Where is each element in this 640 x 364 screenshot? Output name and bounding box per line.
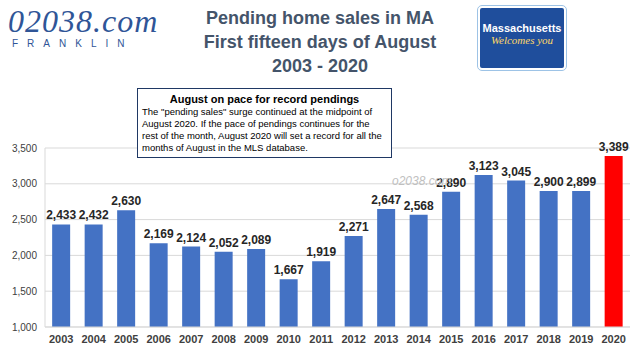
svg-text:1,000: 1,000	[12, 322, 37, 333]
svg-text:2,271: 2,271	[339, 220, 369, 234]
svg-text:2007: 2007	[179, 333, 203, 345]
svg-text:2016: 2016	[472, 333, 496, 345]
svg-text:2,647: 2,647	[371, 193, 401, 207]
svg-text:2009: 2009	[244, 333, 268, 345]
svg-text:2,124: 2,124	[176, 231, 206, 245]
svg-text:2,169: 2,169	[144, 227, 174, 241]
svg-text:2018: 2018	[537, 333, 561, 345]
svg-text:2011: 2011	[309, 333, 333, 345]
svg-text:3,500: 3,500	[12, 143, 37, 154]
svg-text:2,433: 2,433	[46, 208, 76, 222]
svg-text:2,890: 2,890	[436, 176, 466, 190]
svg-text:2017: 2017	[504, 333, 528, 345]
svg-text:2004: 2004	[82, 333, 107, 345]
svg-text:2,630: 2,630	[111, 194, 141, 208]
svg-text:2008: 2008	[212, 333, 236, 345]
svg-text:2,568: 2,568	[404, 199, 434, 213]
svg-text:1,919: 1,919	[306, 245, 336, 259]
svg-text:2,432: 2,432	[79, 208, 109, 222]
svg-text:2015: 2015	[439, 333, 463, 345]
svg-text:2,052: 2,052	[209, 236, 239, 250]
svg-text:2014: 2014	[407, 333, 432, 345]
svg-text:2,500: 2,500	[12, 214, 37, 225]
svg-text:2012: 2012	[342, 333, 366, 345]
svg-text:2006: 2006	[147, 333, 171, 345]
svg-text:2013: 2013	[374, 333, 398, 345]
svg-text:2,000: 2,000	[12, 250, 37, 261]
svg-text:2,089: 2,089	[241, 233, 271, 247]
svg-text:3,000: 3,000	[12, 178, 37, 189]
svg-text:2003: 2003	[49, 333, 73, 345]
svg-text:2005: 2005	[114, 333, 138, 345]
svg-text:3,389: 3,389	[599, 140, 629, 154]
svg-text:2,900: 2,900	[534, 175, 564, 189]
svg-text:3,045: 3,045	[501, 165, 531, 179]
svg-text:2019: 2019	[569, 333, 593, 345]
svg-text:2010: 2010	[277, 333, 301, 345]
svg-text:3,123: 3,123	[469, 159, 499, 173]
svg-text:2020: 2020	[602, 333, 626, 345]
svg-text:1,667: 1,667	[274, 263, 304, 277]
svg-text:1,500: 1,500	[12, 286, 37, 297]
svg-text:2,899: 2,899	[566, 175, 596, 189]
